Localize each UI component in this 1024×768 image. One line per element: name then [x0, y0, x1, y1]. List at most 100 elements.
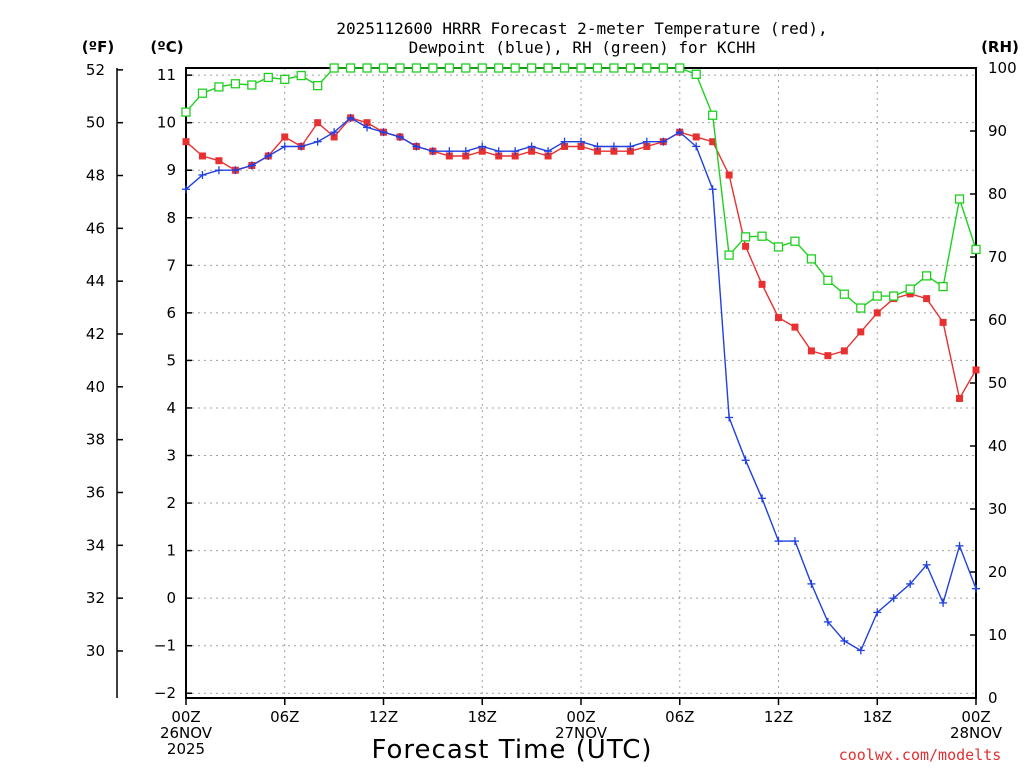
rh-tick-label: 80 — [988, 185, 1007, 203]
rh-point — [889, 291, 899, 301]
temperature-point — [840, 347, 848, 355]
dewpoint-point — [856, 646, 865, 655]
x-tick-label: 27NOV — [555, 724, 608, 742]
dewpoint-point — [577, 137, 585, 146]
dewpoint-point — [330, 128, 339, 137]
rh-point — [856, 303, 866, 313]
dewpoint-point — [297, 142, 306, 151]
dewpoint-point — [527, 142, 536, 151]
temperature-point — [758, 280, 766, 288]
rh-point — [642, 63, 652, 73]
dewpoint-point — [395, 132, 404, 141]
chart-title-line1: 2025112600 HRRR Forecast 2-meter Tempera… — [336, 19, 827, 38]
fahrenheit-tick-label: 42 — [86, 325, 105, 343]
axes: 303234363840424446485052−2−1012345678910… — [86, 59, 1017, 758]
x-tick-label: 06Z — [270, 708, 299, 726]
dewpoint-point — [790, 537, 799, 546]
dewpoint-point — [247, 161, 256, 170]
rh-point — [526, 63, 537, 73]
rh-point — [444, 63, 454, 73]
temperature-point — [561, 142, 569, 150]
temperature-point — [643, 142, 651, 150]
dewpoint-point — [692, 142, 701, 151]
rh-point — [329, 63, 339, 73]
dewpoint-point — [593, 142, 602, 151]
temperature-point — [791, 323, 799, 331]
chart-title-line2: Dewpoint (blue), RH (green) for KCHH — [409, 38, 756, 57]
temperature-point — [956, 394, 964, 402]
dewpoint-point — [379, 128, 388, 137]
series-group — [181, 63, 981, 655]
temperature-point — [314, 119, 322, 127]
rh-point — [378, 63, 389, 73]
fahrenheit-tick-label: 50 — [86, 114, 105, 132]
temperature-point — [577, 142, 585, 150]
dewpoint-point — [182, 185, 190, 194]
dewpoint-point — [922, 560, 931, 569]
dewpoint-point — [313, 137, 322, 146]
rh-point — [823, 275, 833, 285]
dewpoint-point — [214, 166, 223, 175]
celsius-tick-label: 8 — [166, 209, 176, 227]
celsius-tick-label: 3 — [166, 447, 176, 465]
rh-point — [362, 63, 372, 73]
rh-point — [477, 63, 487, 73]
dewpoint-point — [626, 142, 635, 151]
rh-point — [313, 80, 323, 91]
dewpoint-point — [494, 147, 503, 156]
fahrenheit-unit-label: (ºF) — [82, 38, 114, 56]
temperature-point — [495, 152, 503, 160]
temperature-point — [742, 242, 750, 250]
rh-point — [658, 63, 668, 73]
x-tick-label: 2025 — [167, 740, 205, 758]
x-tick-label: 00Z — [171, 708, 200, 726]
temperature-point — [709, 138, 717, 146]
rh-point — [214, 82, 224, 92]
dewpoint-point — [428, 147, 437, 156]
rh-point — [247, 80, 257, 90]
rh-unit-label: (RH) — [981, 38, 1019, 56]
fahrenheit-tick-label: 44 — [86, 272, 105, 290]
rh-point — [494, 63, 504, 73]
dewpoint-point — [511, 147, 520, 156]
rh-point — [263, 72, 273, 83]
rh-tick-label: 30 — [988, 500, 1007, 518]
fahrenheit-tick-label: 40 — [86, 378, 105, 396]
temperature-point — [626, 147, 634, 155]
celsius-tick-label: 9 — [166, 161, 176, 179]
dewpoint-point — [445, 147, 454, 156]
dewpoint-point — [231, 166, 240, 175]
dewpoint-point — [412, 142, 421, 151]
dewpoint-point — [823, 617, 832, 626]
dewpoint-point — [708, 185, 717, 194]
rh-point — [559, 63, 570, 73]
temperature-point — [725, 171, 733, 179]
x-tick-label: 06Z — [665, 708, 694, 726]
x-tick-label: 12Z — [369, 708, 398, 726]
celsius-tick-label: −2 — [154, 684, 176, 702]
rh-point — [971, 244, 981, 255]
rh-point — [411, 63, 422, 73]
celsius-tick-label: 11 — [157, 66, 176, 84]
rh-point — [197, 88, 208, 98]
temperature-point — [807, 347, 815, 355]
dewpoint-point — [939, 598, 948, 607]
dewpoint-point — [675, 128, 684, 137]
rh-tick-label: 90 — [988, 122, 1007, 140]
x-tick-label: 28NOV — [950, 724, 1003, 742]
rh-point — [592, 63, 603, 73]
dewpoint-point — [972, 584, 980, 593]
temperature-point — [593, 147, 601, 155]
rh-point — [790, 236, 800, 246]
dewpoint-point — [346, 113, 355, 122]
rh-point — [806, 254, 817, 264]
temperature-point — [281, 133, 289, 141]
temperature-point — [462, 152, 470, 160]
celsius-tick-label: 0 — [166, 589, 176, 607]
rh-point — [872, 291, 882, 301]
rh-point — [921, 271, 932, 281]
celsius-tick-label: 10 — [157, 114, 176, 132]
credit-text: coolwx.com/modelts — [839, 746, 1002, 764]
dewpoint-point — [758, 494, 767, 503]
rh-point — [510, 63, 520, 73]
